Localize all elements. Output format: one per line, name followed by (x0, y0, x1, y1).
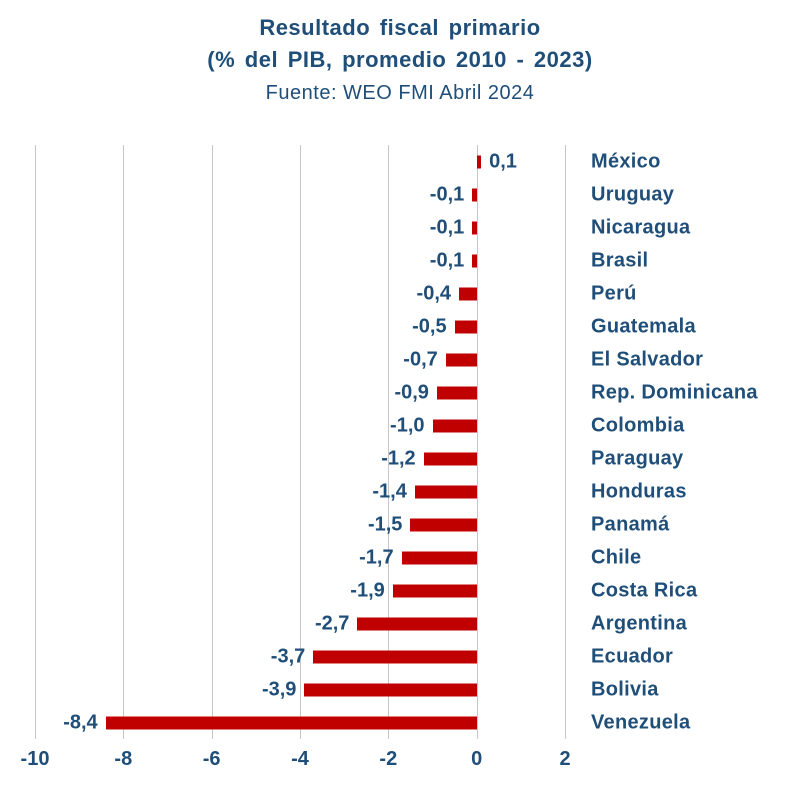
category-label: Venezuela (591, 711, 691, 733)
bar (476, 155, 482, 168)
x-axis-tick-label: -4 (291, 748, 309, 770)
category-label: Nicaragua (591, 216, 691, 238)
chart-title: Resultado fiscal primario (259, 15, 541, 40)
value-label: -1,2 (381, 447, 416, 469)
category-label: Paraguay (591, 447, 684, 469)
bar-row: -1,5 Panamá (35, 508, 669, 541)
value-label: 0,1 (489, 150, 517, 172)
category-label: Brasil (591, 249, 649, 271)
gridline (123, 145, 125, 739)
value-label: -0,7 (403, 348, 438, 370)
value-label: -1,0 (390, 414, 425, 436)
value-label: -1,7 (359, 546, 394, 568)
bar-row: -0,4 Perú (35, 277, 637, 310)
bar (392, 584, 477, 597)
bar (472, 188, 477, 201)
bar-row: -0,1 Brasil (35, 244, 648, 277)
category-label: Uruguay (591, 183, 675, 205)
x-axis: -10 -8 -6 -4 -2 0 2 (21, 748, 571, 778)
x-axis-tick-label: -6 (202, 748, 221, 770)
x-axis-tick-label: -8 (114, 748, 133, 770)
bar (432, 419, 477, 432)
bar (436, 386, 477, 399)
chart-header: Resultado fiscal primario (% del PIB, pr… (0, 12, 800, 108)
chart-subtitle: (% del PIB, promedio 2010 - 2023) (207, 46, 593, 72)
bar-row: -2,7 Argentina (35, 607, 687, 640)
bar (357, 617, 477, 630)
value-label: -0,1 (429, 249, 465, 271)
bar-row: -1,7 Chile (35, 541, 641, 574)
x-axis-tick-label: 0 (471, 748, 483, 770)
bar-row: -0,5 Guatemala (35, 310, 696, 343)
category-label: Chile (591, 546, 642, 568)
category-label: Guatemala (591, 315, 696, 337)
category-label: Colombia (591, 414, 685, 436)
bar (454, 320, 477, 333)
bar-row: -0,7 El Salvador (35, 343, 703, 376)
x-axis-tick-label: 2 (559, 748, 571, 770)
gridline (388, 145, 390, 739)
bar-row: -8,4 Venezuela (35, 706, 690, 739)
category-label: Panamá (591, 513, 670, 535)
bar (313, 650, 477, 663)
bar (472, 221, 477, 234)
bar-row: -0,1 Uruguay (35, 178, 674, 211)
chart-source: Fuente: WEO FMI Abril 2024 (265, 81, 535, 104)
value-label: -3,9 (261, 678, 297, 700)
gridline (300, 145, 301, 739)
bar-row: 0,1 México (35, 145, 660, 178)
bar (410, 518, 477, 531)
bar (401, 551, 477, 564)
bar (414, 485, 477, 498)
value-label: -0,1 (429, 216, 465, 238)
bar (105, 716, 477, 729)
value-label: -0,9 (394, 381, 429, 403)
gridline (565, 145, 566, 739)
bar-row: -1,9 Costa Rica (35, 574, 697, 607)
value-label: -1,5 (367, 513, 403, 535)
value-label: -1,4 (372, 480, 407, 502)
bar (423, 452, 477, 465)
bar-row: -3,9 Bolivia (35, 673, 658, 706)
bar-row: -1,4 Honduras (35, 475, 686, 508)
category-label: Costa Rica (591, 579, 698, 601)
category-label: Ecuador (591, 645, 674, 667)
bar-row: -0,9 Rep. Dominicana (35, 376, 757, 409)
gridline (35, 145, 36, 739)
category-label: Honduras (591, 480, 687, 502)
category-label: Rep. Dominicana (591, 381, 758, 403)
value-label: -3,7 (270, 645, 306, 667)
category-label: Perú (591, 282, 637, 304)
bar (459, 287, 477, 300)
x-axis-tick-label: -10 (20, 748, 50, 770)
value-label: -1,9 (350, 579, 385, 601)
category-label: México (591, 150, 661, 172)
gridline (211, 145, 213, 739)
bar-row: -0,1 Nicaragua (35, 211, 690, 244)
bar-row: -1,2 Paraguay (35, 442, 683, 475)
value-label: -2,7 (314, 612, 350, 634)
category-label: El Salvador (591, 348, 704, 370)
value-label: -0,4 (416, 282, 451, 304)
bar-row: -3,7 Ecuador (35, 640, 673, 673)
category-label: Argentina (591, 612, 688, 634)
value-label: -0,1 (429, 183, 465, 205)
bar (304, 683, 477, 696)
bar (472, 254, 477, 267)
bars-area: 0,1 México -0,1 Uruguay -0,1 Nicaragua -0,1 Bra… (35, 145, 757, 739)
value-label: -0,5 (412, 315, 447, 337)
bar (445, 353, 477, 366)
bar-row: -1,0 Colombia (35, 409, 684, 442)
plot-area (35, 145, 566, 739)
category-label: Bolivia (591, 678, 659, 700)
x-axis-tick-label: -2 (379, 748, 398, 770)
value-label: -8,4 (63, 711, 98, 733)
gridline (476, 145, 478, 739)
